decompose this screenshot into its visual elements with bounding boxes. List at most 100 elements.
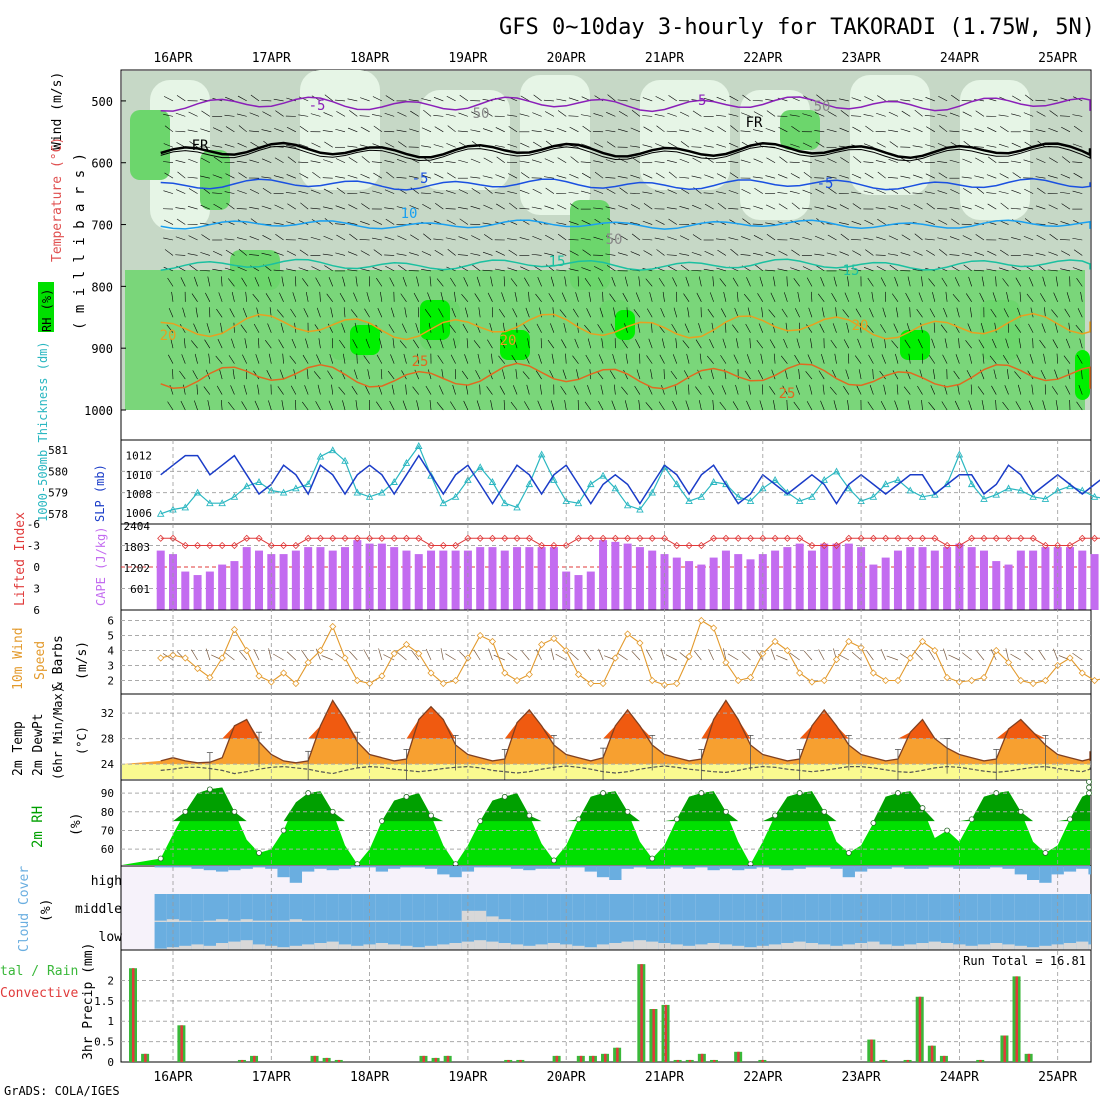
wind-barb (550, 276, 555, 287)
wind-barb (342, 276, 346, 287)
wind-barb (845, 369, 850, 380)
cloud-mid-gap (523, 920, 536, 922)
rh-patch-green (130, 110, 170, 180)
wind-barb (298, 238, 309, 241)
cloud-low-bar (977, 922, 991, 950)
wind-barb (679, 235, 690, 241)
wind-barb (249, 130, 260, 133)
cloud-low-bar (437, 922, 450, 950)
wind-barb (967, 323, 972, 333)
wind-barb (619, 187, 628, 194)
wind-barb (413, 339, 420, 349)
cape-bar (623, 543, 632, 610)
wind-barb (821, 307, 825, 318)
cape-bar (844, 543, 853, 610)
wind-barb (495, 127, 505, 133)
wind-barb (1066, 292, 1071, 302)
cloud-mid-bar (166, 894, 180, 922)
wind-barb (482, 251, 493, 256)
wind-barb (224, 144, 235, 148)
wind-barb (941, 277, 948, 287)
wind-barb (390, 307, 395, 318)
thickness-point (1090, 492, 1099, 500)
cloud-mid-gap (977, 920, 991, 922)
cloud-low-bar (289, 922, 303, 950)
wind-barb (482, 175, 493, 179)
cloud-high-bar (1014, 866, 1027, 875)
wind-barb (671, 324, 678, 333)
wind-barb (930, 385, 936, 395)
wind-barb (734, 307, 739, 318)
cloud-low-bar (179, 922, 192, 950)
wind-barb (962, 158, 972, 164)
wind-barb (507, 238, 518, 241)
wind-barb (870, 338, 874, 349)
thickness-point (1017, 486, 1025, 494)
wind-barb (194, 276, 198, 287)
wind-barb (513, 338, 518, 349)
wind-barb (760, 353, 764, 364)
wind-barb (261, 252, 272, 256)
wind-barb (703, 145, 714, 148)
wind-barb (716, 96, 727, 102)
wind10m-point (992, 646, 1000, 655)
precip-grid (121, 979, 1091, 1043)
t2-ylabel-3: (6hr Min/Max) (51, 686, 65, 780)
wind-barb (679, 206, 690, 210)
wind-barb (286, 221, 296, 225)
cloud-high-bar (400, 866, 413, 868)
cloud-ylabel-1: Cloud Cover (17, 866, 32, 952)
wind-barb (1012, 95, 1021, 102)
wind-barb (597, 324, 604, 333)
wind-barb (168, 354, 174, 364)
wind10m-point (157, 654, 165, 662)
wind-barb (759, 276, 764, 287)
wind-barb (827, 158, 837, 163)
wind-barb (339, 339, 346, 349)
cloud-low-bar (830, 922, 843, 950)
wind-barb (364, 385, 370, 395)
wind-barb (569, 203, 579, 210)
wind-barb (802, 266, 813, 272)
wind-barb (728, 190, 739, 194)
cloud-low-bar (265, 922, 278, 950)
wind10m-barb (755, 649, 764, 661)
wind-barb (520, 266, 530, 272)
wind-barb (998, 161, 1009, 164)
wind10m-barb (886, 655, 899, 661)
li-tick-label: 6 (33, 604, 40, 617)
wind-barb (826, 99, 837, 102)
cape-bar (193, 575, 202, 610)
cloud-mid-bar (1088, 894, 1091, 922)
cloud-low-gray (805, 943, 819, 950)
wind10m-point (636, 639, 644, 647)
wind10m-barb (349, 650, 358, 661)
wind-barb (191, 340, 198, 349)
wind-barb (547, 339, 555, 349)
wind-barb (413, 292, 420, 302)
wind-barb (602, 291, 604, 302)
wind-barb (164, 172, 174, 179)
wind-barb (1059, 115, 1071, 117)
wind-barb (606, 141, 616, 148)
wind-barb (494, 268, 505, 272)
wind-barb (544, 252, 554, 256)
wind-barb (299, 125, 309, 133)
wind-barb (1073, 125, 1083, 133)
wind-barb (330, 307, 334, 318)
wind10m-point (218, 654, 226, 662)
rh2m-point (600, 790, 606, 796)
wind-barb (715, 238, 726, 241)
cloud-mid-gap (904, 920, 917, 922)
wind10m-point (501, 669, 509, 677)
wind-barb (968, 276, 972, 287)
wind-barb (322, 130, 333, 133)
li-point (452, 541, 460, 550)
cape-bar (279, 554, 288, 610)
wind-barb (869, 384, 874, 395)
wind-barb (634, 385, 641, 395)
wind-barb (286, 268, 296, 272)
thickness-point (414, 442, 423, 449)
